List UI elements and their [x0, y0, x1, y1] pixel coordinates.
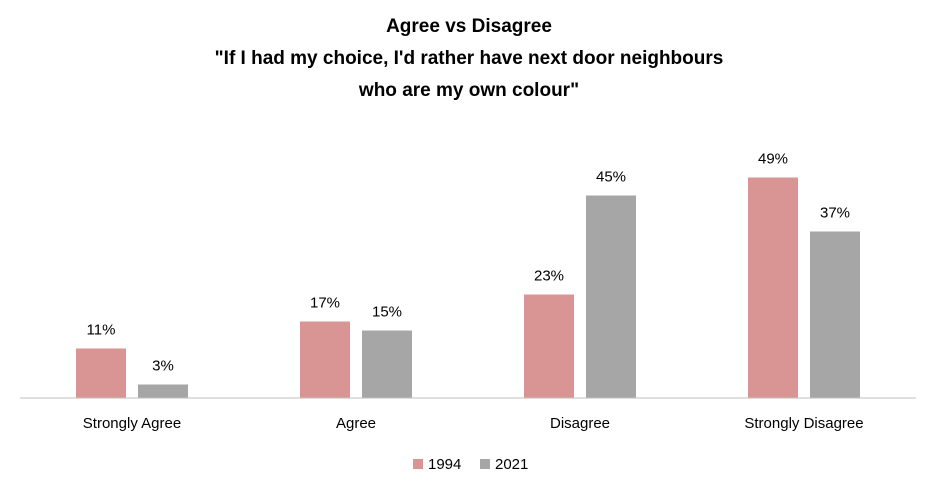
- bars-layer: [76, 177, 860, 398]
- chart-title-line-2: "If I had my choice, I'd rather have nex…: [215, 48, 724, 69]
- data-label-1994-disagree: 23%: [534, 268, 564, 285]
- data-label-2021-strongly-agree: 3%: [152, 358, 174, 375]
- category-labels: Strongly Agree Agree Disagree Strongly Disa…: [83, 415, 864, 432]
- bar-1994-agree: [300, 321, 350, 398]
- data-label-2021-strongly-disagree: 37%: [820, 205, 850, 222]
- legend-swatch-1994: [413, 459, 423, 469]
- data-label-1994-strongly-agree: 11%: [87, 322, 116, 339]
- bar-2021-strongly-disagree: [810, 231, 860, 398]
- data-labels-layer: 11% 3% 17% 15% 23% 45% 49% 37%: [87, 151, 850, 375]
- chart-title-line-1: Agree vs Disagree: [386, 16, 552, 37]
- data-label-2021-disagree: 45%: [596, 169, 626, 186]
- category-label-strongly-disagree: Strongly Disagree: [744, 415, 863, 432]
- bar-2021-strongly-agree: [138, 384, 188, 398]
- legend: 1994 2021: [413, 456, 528, 473]
- bar-1994-strongly-disagree: [748, 177, 798, 398]
- bar-1994-disagree: [524, 294, 574, 398]
- legend-label-1994: 1994: [428, 456, 461, 473]
- bar-2021-disagree: [586, 195, 636, 398]
- category-label-strongly-agree: Strongly Agree: [83, 415, 181, 432]
- bar-2021-agree: [362, 330, 412, 398]
- category-label-agree: Agree: [336, 415, 376, 432]
- chart-title-line-3: who are my own colour": [358, 80, 579, 101]
- legend-label-2021: 2021: [495, 456, 528, 473]
- data-label-1994-strongly-disagree: 49%: [758, 151, 788, 168]
- data-label-2021-agree: 15%: [372, 304, 402, 321]
- data-label-1994-agree: 17%: [310, 295, 340, 312]
- category-label-disagree: Disagree: [550, 415, 610, 432]
- bar-1994-strongly-agree: [76, 348, 126, 398]
- legend-swatch-2021: [480, 459, 490, 469]
- chart-title: Agree vs Disagree "If I had my choice, I…: [215, 16, 724, 101]
